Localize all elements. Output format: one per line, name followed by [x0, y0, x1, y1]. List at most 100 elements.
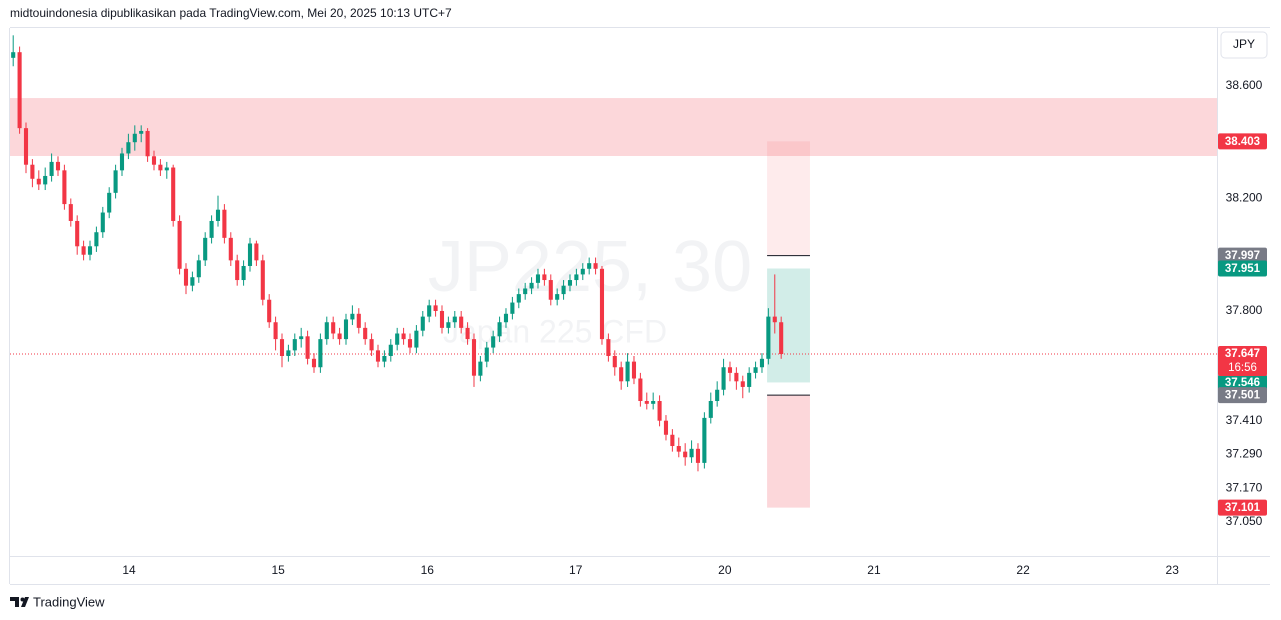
y-tick-label: 38.200	[1226, 191, 1263, 205]
candle-body	[260, 260, 265, 300]
candle-body	[94, 232, 99, 247]
x-tick-label: 23	[1166, 563, 1180, 577]
candle-body	[631, 361, 637, 379]
candle-body	[311, 358, 317, 368]
candle-body	[356, 313, 361, 328]
candle-body	[132, 133, 137, 143]
candle-body	[561, 285, 566, 295]
candle-body	[587, 263, 592, 269]
level-label: 37.546	[1225, 377, 1260, 389]
candle-body	[331, 322, 336, 334]
candle-body	[497, 322, 502, 337]
candle-body	[676, 446, 681, 452]
header: midtouindonesia dipublikasikan pada Trad…	[10, 6, 452, 20]
candle-body	[510, 302, 515, 314]
candle-body	[43, 175, 48, 185]
countdown: 16:56	[1228, 362, 1257, 374]
y-tick-label: 37.290	[1226, 447, 1263, 461]
candle-body	[151, 156, 157, 165]
candle-body	[420, 316, 425, 331]
candle-body	[247, 243, 253, 266]
candle-body	[715, 389, 720, 402]
candle-body	[644, 401, 649, 404]
candle-body	[126, 142, 131, 154]
stop-zone	[767, 395, 810, 508]
candle-body	[164, 167, 169, 171]
candle-body	[702, 417, 707, 463]
level-label-bg	[1218, 133, 1267, 150]
candle-body	[663, 420, 669, 435]
candle-body	[593, 263, 598, 269]
y-tick-label: 37.410	[1226, 413, 1263, 427]
candle-body	[171, 167, 176, 221]
candle-body	[599, 268, 605, 340]
candle-body	[235, 260, 240, 281]
candle-body	[81, 246, 86, 255]
candle-body	[87, 246, 93, 255]
candle-body	[254, 243, 259, 261]
candle-body	[68, 204, 73, 221]
candle-body	[535, 274, 541, 283]
currency[interactable]: JPY	[1233, 37, 1255, 51]
candle-body	[772, 316, 777, 323]
candle-body	[350, 313, 355, 320]
candle-body	[183, 268, 189, 286]
level-label: 37.951	[1225, 263, 1261, 275]
candle-body	[452, 316, 457, 323]
level-label-bg	[1218, 387, 1267, 404]
supply-zone	[10, 98, 1217, 156]
candle-body	[30, 164, 35, 179]
candle-body	[657, 401, 662, 421]
candle-body	[766, 316, 771, 359]
candle-body	[190, 277, 195, 286]
candle-body	[318, 339, 323, 368]
candle-body	[222, 209, 227, 238]
candle-body	[395, 333, 400, 345]
candle-body	[542, 274, 547, 281]
candle-body	[75, 220, 80, 247]
candle-body	[177, 220, 182, 269]
x-tick-label: 17	[569, 563, 583, 577]
candle-body	[484, 347, 489, 362]
candle-body	[638, 378, 643, 402]
candle-body	[267, 299, 272, 323]
candle-body	[100, 212, 105, 233]
candle-body	[375, 350, 381, 362]
candle-body	[215, 209, 221, 221]
candle-body	[523, 288, 528, 295]
candle-body	[62, 170, 67, 205]
candle-body	[203, 237, 208, 261]
x-tick-label: 14	[122, 563, 136, 577]
candle-body	[382, 355, 387, 362]
candle-body	[503, 313, 509, 323]
candle-body	[113, 170, 118, 193]
x-tick-label: 15	[271, 563, 285, 577]
x-tick-label: 21	[867, 563, 881, 577]
candle-body	[734, 372, 739, 382]
y-tick-label: 38.600	[1226, 78, 1263, 92]
last-price-label: 37.647	[1225, 348, 1260, 360]
candle-body	[625, 361, 630, 382]
candle-body	[580, 268, 585, 275]
level-label-bg	[1218, 260, 1267, 277]
target-zone	[767, 268, 810, 383]
candle-body	[292, 339, 297, 351]
candle-body	[17, 52, 22, 129]
candle-body	[478, 361, 483, 376]
level-label-bg	[1218, 247, 1267, 264]
x-tick-label: 20	[718, 563, 732, 577]
level-label: 38.403	[1225, 136, 1260, 148]
candle-body	[683, 451, 688, 458]
candle-body	[414, 330, 419, 348]
candle-body	[779, 322, 784, 355]
currency-button[interactable]	[1220, 31, 1268, 59]
candle-body	[651, 401, 656, 404]
candle-body	[139, 130, 144, 134]
level-label: 37.997	[1225, 250, 1260, 262]
candle-body	[459, 316, 464, 328]
candle-body	[529, 282, 534, 289]
candle-body	[491, 336, 496, 348]
candle-body	[574, 274, 579, 281]
level-label: 37.101	[1225, 502, 1261, 514]
